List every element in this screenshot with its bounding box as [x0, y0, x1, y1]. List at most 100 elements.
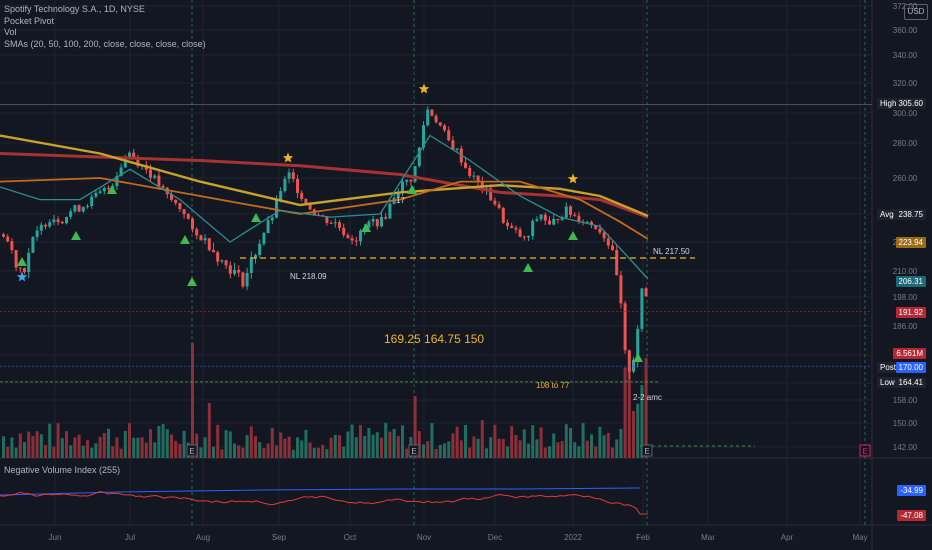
candle-body	[14, 250, 18, 268]
volume-bar	[86, 440, 89, 458]
volume-bar	[539, 427, 543, 458]
volume-bar	[157, 425, 161, 458]
candle-body	[602, 232, 606, 239]
note-seventeen: 17	[396, 196, 405, 205]
volume-bar	[564, 424, 568, 458]
volume-bar	[6, 446, 10, 458]
time-tick: Dec	[488, 533, 502, 542]
candle-body	[44, 224, 47, 227]
volume-bar	[31, 436, 35, 458]
candle-body	[573, 214, 577, 216]
volume-bar	[581, 423, 585, 458]
candle-body	[636, 328, 640, 360]
volume-bar	[455, 426, 459, 458]
volume-bar	[640, 385, 644, 458]
volume-bar	[514, 434, 518, 458]
volume-bar	[119, 448, 123, 458]
volume-bar	[77, 434, 81, 458]
candle-body	[149, 169, 152, 178]
sma-100-line	[0, 134, 649, 218]
candle-body	[455, 148, 459, 150]
candle-body	[94, 192, 98, 197]
candle-body	[375, 219, 379, 227]
star-marker	[282, 152, 294, 163]
candle-body	[380, 216, 383, 227]
pocket-pivot-marker	[523, 263, 533, 272]
volume-bar	[359, 425, 362, 458]
volume-bar	[434, 449, 438, 458]
legend-title: Spotify Technology S.A., 1D, NYSE	[4, 4, 145, 14]
volume-bar	[367, 427, 371, 458]
price-tick: 300.00	[893, 109, 918, 118]
volume-bar	[140, 437, 144, 458]
candle-body	[18, 267, 22, 269]
price-tick: 280.00	[893, 139, 918, 148]
volume-bar	[216, 424, 220, 458]
candle-body	[224, 260, 228, 266]
candle-body	[413, 166, 417, 182]
candle-body	[388, 203, 392, 219]
time-tick: Feb	[636, 533, 650, 542]
tag-last-price: 191.92	[895, 307, 926, 318]
earnings-marker-label: E	[411, 447, 416, 456]
candle-body	[594, 225, 598, 229]
candle-body	[627, 350, 631, 372]
volume-bar	[392, 428, 396, 458]
candle-body	[384, 216, 388, 219]
currency-button[interactable]: USD	[904, 4, 928, 20]
nvi-signal-line	[0, 487, 641, 496]
price-tick: 260.00	[893, 174, 918, 183]
target-prices: 169.25 164.75 150	[384, 332, 485, 346]
pocket-pivot-marker	[407, 185, 417, 194]
volume-bar	[182, 430, 186, 458]
candle-body	[186, 214, 190, 219]
candle-body	[405, 179, 409, 182]
volume-bar	[480, 420, 484, 458]
volume-bar	[39, 434, 43, 458]
volume-bar	[333, 434, 337, 458]
candle-body	[27, 252, 31, 273]
candle-body	[422, 125, 425, 148]
candle-body	[346, 235, 350, 239]
volume-bar	[10, 437, 14, 458]
candle-body	[296, 179, 299, 193]
candle-body	[98, 191, 102, 193]
volume-bar	[98, 436, 102, 458]
price-tick: 158.00	[893, 396, 918, 405]
sma-200-line	[0, 152, 649, 219]
nvi-label: Negative Volume Index (255)	[4, 465, 121, 475]
volume-bar	[485, 448, 488, 458]
pocket-pivot-marker	[107, 185, 117, 194]
candle-body	[86, 206, 89, 208]
candle-body	[119, 167, 123, 177]
volume-bar	[430, 423, 434, 458]
volume-bar	[233, 443, 236, 458]
volume-bar	[543, 447, 547, 458]
candle-body	[212, 250, 215, 253]
volume-bar	[132, 437, 136, 458]
candle-body	[338, 222, 341, 228]
pocket-pivot-marker	[187, 277, 197, 286]
volume-bar	[573, 442, 577, 458]
time-tick: Oct	[344, 533, 357, 542]
volume-bar	[203, 437, 207, 458]
volume-bar	[459, 440, 463, 458]
volume-bar	[207, 403, 211, 458]
legend-smas: SMAs (20, 50, 100, 200, close, close, cl…	[4, 38, 206, 49]
candle-body	[409, 179, 413, 182]
volume-bar	[522, 429, 526, 458]
candle-body	[464, 162, 467, 168]
candle-body	[283, 178, 287, 192]
candle-body	[275, 199, 278, 218]
candle-body	[333, 222, 337, 224]
candle-body	[304, 198, 308, 204]
volume-bar	[476, 438, 480, 458]
candle-body	[543, 214, 547, 221]
volume-bar	[245, 434, 249, 458]
candle-body	[182, 209, 186, 215]
volume-bar	[73, 437, 77, 458]
candle-body	[90, 196, 94, 207]
volume-bar	[350, 424, 354, 458]
volume-bar	[413, 396, 417, 458]
